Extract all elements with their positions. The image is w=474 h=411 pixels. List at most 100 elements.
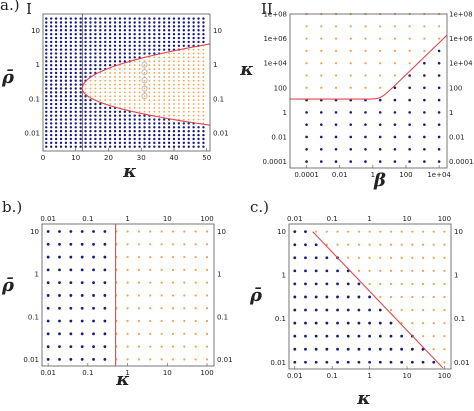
stable-point-b-53: [92, 242, 95, 246]
stable-point-b-11: [58, 358, 61, 361]
unstable-point-a1-902: [173, 75, 175, 78]
stable-point-a1-1121: [202, 17, 205, 20]
stable-point-a1-146: [64, 106, 68, 110]
stable-point-a1-88: [54, 67, 58, 71]
stable-point-a1-479: [113, 133, 117, 137]
stable-point-a1-307: [89, 141, 92, 145]
stable-point-a1-984: [182, 21, 185, 24]
stable-point-a1-376: [99, 137, 102, 141]
stable-point-a1-161: [64, 48, 68, 51]
unstable-point-a1-732: [148, 75, 151, 78]
unstable-point-a1-837: [163, 64, 166, 67]
stable-point-a1-887: [172, 133, 176, 137]
stable-point-a1-173: [69, 133, 73, 137]
stable-point-a1-264: [79, 44, 82, 47]
stable-point-a1-119: [59, 79, 63, 82]
stable-point-c-17: [304, 282, 307, 286]
stable-point-a1-395: [99, 63, 102, 67]
a1-ytick-label: 1: [36, 61, 40, 69]
stable-point-a1-923: [177, 126, 181, 129]
stable-point-a1-852: [167, 137, 171, 141]
stable-point-a1-842: [162, 44, 166, 47]
stable-point-a1-253: [79, 87, 82, 90]
unstable-point-a1-801: [158, 72, 161, 74]
stable-point-a1-989: [187, 133, 190, 137]
unstable-point-a1-761: [153, 95, 156, 98]
stable-point-b-25: [69, 319, 73, 323]
unstable-point-a2-113: [423, 49, 426, 52]
stable-point-a1-566: [123, 60, 127, 63]
stable-point-a1-640: [133, 36, 136, 40]
a2-ytick-label: 1e+04: [263, 60, 287, 68]
stable-point-a1-149: [64, 95, 68, 98]
stable-point-a1-225: [74, 63, 77, 67]
stable-point-a1-128: [59, 44, 63, 47]
stable-point-b-39: [80, 281, 84, 285]
a2-ytick-label-right: 100: [449, 84, 462, 92]
unstable-point-c-43: [325, 230, 328, 233]
stable-point-a1-151: [64, 87, 68, 90]
stable-point-a1-706: [143, 44, 146, 47]
stable-point-a1-788: [158, 122, 161, 125]
stable-point-c-143: [432, 360, 436, 364]
unstable-point-c-152: [432, 243, 435, 246]
unstable-point-b-119: [160, 243, 163, 246]
unstable-point-a1-1103: [202, 87, 205, 90]
stable-point-c-20: [304, 243, 307, 247]
stable-point-a1-186: [69, 83, 73, 86]
stable-point-a2-68: [378, 123, 382, 126]
stable-point-a1-260: [79, 60, 82, 63]
stable-point-a1-884: [172, 145, 176, 148]
unstable-point-a1-286: [84, 91, 87, 94]
stable-point-a1-76: [54, 114, 58, 117]
unstable-point-a1-926: [177, 114, 180, 117]
stable-point-a1-604: [128, 44, 131, 47]
stable-point-a1-958: [182, 122, 185, 125]
stable-point-a1-123: [59, 63, 63, 67]
c-xtick-label: 1: [367, 372, 371, 380]
unstable-point-a1-623: [133, 103, 136, 105]
stable-point-a1-52: [49, 75, 53, 79]
stable-point-a1-54: [49, 67, 53, 71]
stable-point-a1-944: [177, 44, 181, 47]
stable-point-a1-638: [133, 44, 136, 47]
unstable-point-b-113: [160, 319, 163, 323]
unstable-point-b-111: [160, 345, 163, 348]
stable-point-a1-292: [84, 67, 87, 71]
stable-point-a1-1089: [202, 141, 205, 145]
stable-point-a1-785: [158, 133, 161, 137]
c-ytick-label-right: 10: [454, 228, 463, 236]
a1-xtick-label: 20: [104, 154, 113, 162]
stable-point-a1-8: [45, 114, 48, 117]
stable-point-a2-91: [408, 160, 411, 163]
unstable-point-c-162: [443, 256, 446, 259]
unstable-point-a1-1034: [192, 91, 195, 94]
unstable-point-b-149: [194, 281, 197, 284]
stable-point-a1-841: [162, 48, 166, 51]
unstable-point-b-151: [194, 255, 197, 259]
stable-point-c-48: [336, 308, 339, 312]
stable-point-c-91: [378, 321, 382, 325]
unstable-point-a1-936: [177, 75, 180, 78]
stable-point-a1-569: [123, 48, 127, 51]
stable-point-a1-49: [49, 87, 53, 90]
unstable-point-a1-1001: [187, 87, 190, 90]
stable-point-a1-160: [64, 52, 68, 55]
stable-point-a1-953: [182, 141, 185, 145]
stable-point-a1-198: [69, 36, 73, 40]
stable-point-a1-879: [167, 32, 171, 36]
unstable-point-a1-1031: [192, 103, 195, 105]
stable-point-b-38: [80, 294, 84, 297]
stable-point-a1-948: [177, 29, 181, 32]
b-ylabel: ρ̄: [1, 275, 15, 296]
unstable-point-a1-794: [158, 99, 161, 102]
stable-point-a1-1013: [187, 40, 190, 44]
stable-point-a1-211: [74, 118, 77, 121]
unstable-point-a1-1095: [202, 118, 205, 121]
unstable-point-a1-903: [173, 72, 175, 74]
stable-point-a1-878: [167, 36, 171, 40]
unstable-point-a1-597: [128, 72, 131, 74]
a2-ytick-label-right: 1e+06: [449, 35, 473, 43]
stable-point-a1-363: [94, 56, 97, 59]
